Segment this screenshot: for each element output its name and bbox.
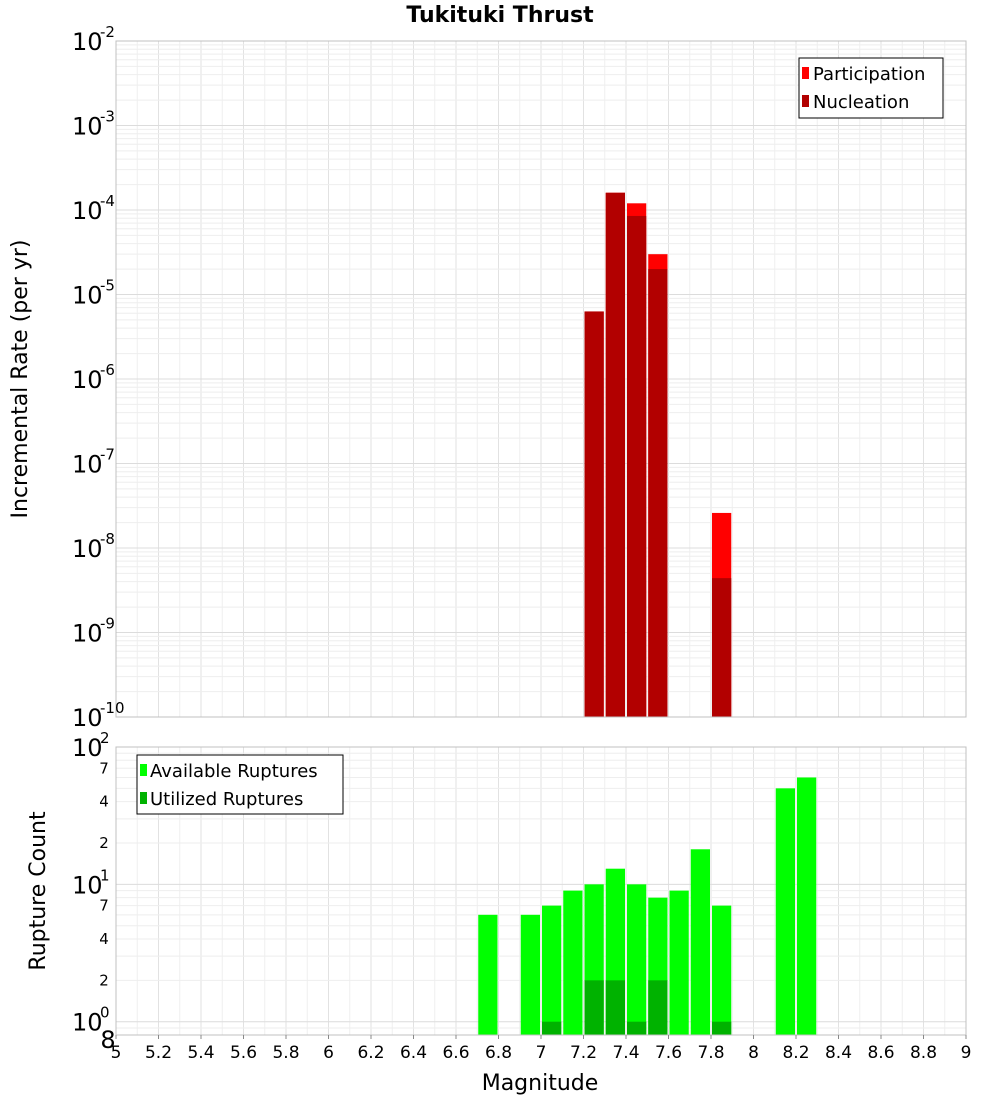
legend-label-nucleation: Nucleation (813, 92, 909, 113)
rate-bar-b (627, 215, 647, 717)
rate-bar-b (712, 578, 732, 717)
rate-y-axis-label: Incremental Rate (per yr) (8, 240, 33, 519)
count-minor-label: 4 (99, 930, 109, 948)
count-bar-a (690, 849, 710, 1035)
count-bar-a (775, 788, 795, 1035)
rate-grid (115, 40, 967, 718)
count-decade-label: 10 (72, 1009, 103, 1037)
x-tick-label: 8.8 (910, 1043, 937, 1063)
count-legend-box (136, 754, 344, 815)
count-bar-a (563, 890, 583, 1035)
count-bar-a (669, 890, 689, 1035)
count-bar-b (712, 1021, 732, 1035)
legend-label-available: Available Ruptures (150, 761, 318, 782)
count-bar-b (605, 980, 625, 1035)
rate-decade-label: 10 (72, 451, 103, 479)
x-tick-label: 5 (111, 1043, 122, 1063)
count-bar-a (478, 914, 498, 1035)
rate-bar-b (584, 311, 604, 717)
rate-decade-label: 10 (72, 113, 103, 141)
count-bars (478, 777, 817, 1035)
count-bar-a (542, 905, 562, 1035)
rate-decade-exponent: -5 (100, 277, 115, 295)
count-decade-exponent: 2 (100, 729, 110, 747)
rate-decade-exponent: -9 (100, 615, 115, 633)
x-tick-label: 7.8 (697, 1043, 724, 1063)
rate-decade-exponent: -2 (100, 23, 115, 41)
rate-decade-exponent: -7 (100, 446, 115, 464)
rate-bars (584, 192, 732, 718)
count-bar-b (584, 980, 604, 1035)
rate-decade-exponent: -8 (100, 530, 115, 548)
legend-swatch-utilized (140, 792, 147, 804)
chart-title: Tukituki Thrust (406, 3, 594, 28)
x-tick-label: 7.2 (570, 1043, 597, 1063)
rate-decade-exponent: -6 (100, 361, 115, 379)
x-tick-label: 6 (323, 1043, 334, 1063)
count-bar-b (627, 1021, 647, 1035)
x-tick-label: 9 (961, 1043, 972, 1063)
count-bar-a (712, 905, 732, 1035)
count-decade-label: 10 (72, 734, 103, 762)
legend-swatch-available (140, 764, 147, 776)
count-y-axis-label: Rupture Count (26, 811, 51, 971)
x-tick-label: 8.2 (782, 1043, 809, 1063)
count-decade-label: 10 (72, 871, 103, 899)
rate-legend-box (798, 57, 944, 119)
x-tick-label: 5.4 (187, 1043, 214, 1063)
rate-decade-exponent: -4 (100, 192, 115, 210)
count-bar-a (627, 884, 647, 1035)
count-bar-a (797, 777, 817, 1035)
rate-decade-label: 10 (72, 28, 103, 56)
rate-decade-label: 10 (72, 366, 103, 394)
legend-swatch-participation (802, 67, 809, 79)
legend-label-participation: Participation (813, 64, 925, 85)
count-minor-label: 2 (99, 834, 109, 852)
x-tick-label: 7 (536, 1043, 547, 1063)
count-bar-a (520, 914, 540, 1035)
x-tick-label: 6.6 (442, 1043, 469, 1063)
x-tick-label: 5.8 (272, 1043, 299, 1063)
rate-decade-label: 10 (72, 620, 103, 648)
count-legend: Available Ruptures Utilized Ruptures (136, 754, 344, 815)
x-tick-label: 7.4 (612, 1043, 639, 1063)
count-minor-label: 7 (99, 897, 109, 915)
x-tick-label: 8.4 (825, 1043, 852, 1063)
x-tick-label: 7.6 (655, 1043, 682, 1063)
legend-label-utilized: Utilized Ruptures (150, 789, 303, 810)
count-minor-label: 8 (100, 1026, 115, 1054)
rate-plot-border (115, 40, 967, 718)
rate-bar-b (605, 192, 625, 718)
x-tick-label: 6.4 (400, 1043, 427, 1063)
rate-decade-exponent: -3 (100, 108, 115, 126)
count-decade-exponent: 0 (100, 1004, 110, 1022)
x-tick-label: 8.6 (867, 1043, 894, 1063)
rate-decade-label: 10 (72, 704, 103, 732)
x-tick-label: 6.8 (485, 1043, 512, 1063)
rate-decade-label: 10 (72, 282, 103, 310)
count-minor-label: 7 (99, 759, 109, 777)
legend-swatch-nucleation (802, 95, 809, 107)
count-decade-exponent: 1 (100, 866, 110, 884)
rate-decade-label: 10 (72, 197, 103, 225)
rate-legend: Participation Nucleation (798, 57, 944, 119)
count-x-ticks: 5 5.2 5.4 5.6 5.8 6 6.2 6.4 6.6 6.8 7 7.2 7.4 7.6 7.8 8… (111, 1035, 972, 1063)
rate-decade-exponent: -10 (100, 699, 125, 717)
rate-bar-b (648, 269, 668, 717)
count-minor-label: 4 (99, 793, 109, 811)
x-tick-label: 5.2 (145, 1043, 172, 1063)
rate-decade-label: 10 (72, 535, 103, 563)
count-minor-label: 2 (99, 971, 109, 989)
count-bar-b (648, 980, 668, 1035)
x-tick-label: 8 (748, 1043, 759, 1063)
x-axis-label: Magnitude (482, 1071, 599, 1096)
count-bar-b (542, 1021, 562, 1035)
x-tick-label: 5.6 (230, 1043, 257, 1063)
x-tick-label: 6.2 (357, 1043, 384, 1063)
